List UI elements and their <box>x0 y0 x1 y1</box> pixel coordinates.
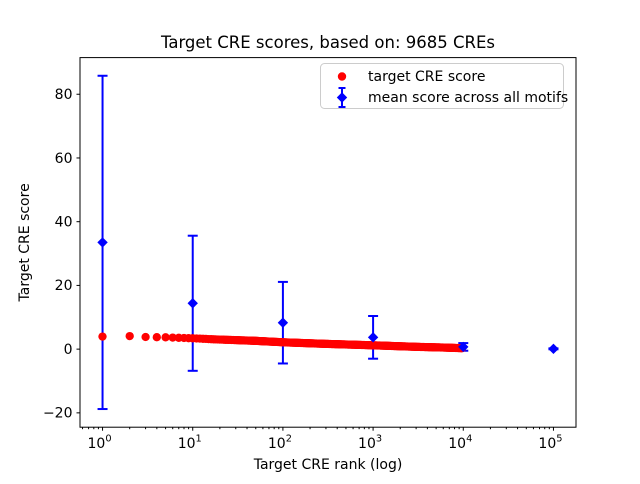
y-tick-label: 80 <box>55 87 73 103</box>
target-score-dot <box>141 332 150 342</box>
x-tick-label: 104 <box>448 434 472 453</box>
legend-diamond-errorbar-icon <box>336 87 348 108</box>
x-tick-label: 100 <box>88 434 112 453</box>
y-axis-label: Target CRE score <box>17 183 33 302</box>
mean-score-diamond <box>548 343 559 355</box>
plot-border <box>79 57 577 428</box>
legend-circle-marker-icon <box>337 72 347 81</box>
legend-label-target-score: target CRE score <box>368 69 485 85</box>
mean-score-diamond <box>277 317 289 328</box>
x-tick-label: 105 <box>538 434 562 453</box>
mean-score-diamond <box>458 341 469 353</box>
target-score-dot <box>98 332 107 341</box>
y-tick-label: 20 <box>55 278 73 294</box>
target-score-dot <box>168 333 177 342</box>
mean-score-diamond <box>367 332 379 343</box>
y-tick-label: 0 <box>64 342 73 358</box>
x-tick-label: 101 <box>178 434 202 453</box>
legend-label-mean-score: mean score across all motifs <box>368 90 568 106</box>
legend-frame <box>320 63 564 109</box>
mean-score-errorbars <box>97 74 559 411</box>
target-score-dot <box>152 333 161 342</box>
x-axis-ticks: 100 101 102 103 104 105 <box>82 427 562 453</box>
target-score-dot <box>125 331 134 341</box>
x-axis-label: Target CRE rank (log) <box>253 457 403 473</box>
y-axis-ticks: −20 0 20 40 60 80 <box>43 87 80 422</box>
y-tick-label: −20 <box>43 406 73 422</box>
x-tick-label: 103 <box>358 434 382 453</box>
mean-score-diamond <box>187 298 198 309</box>
mean-score-diamonds <box>97 237 559 355</box>
target-score-dots <box>98 331 467 353</box>
chart-title: Target CRE scores, based on: 9685 CREs <box>160 33 495 52</box>
legend: target CRE score mean score across all m… <box>320 63 568 109</box>
y-tick-label: 40 <box>55 214 73 230</box>
y-tick-label: 60 <box>55 151 73 167</box>
target-score-dot <box>161 333 170 342</box>
mean-score-diamond <box>97 237 108 248</box>
x-tick-label: 102 <box>268 434 292 453</box>
